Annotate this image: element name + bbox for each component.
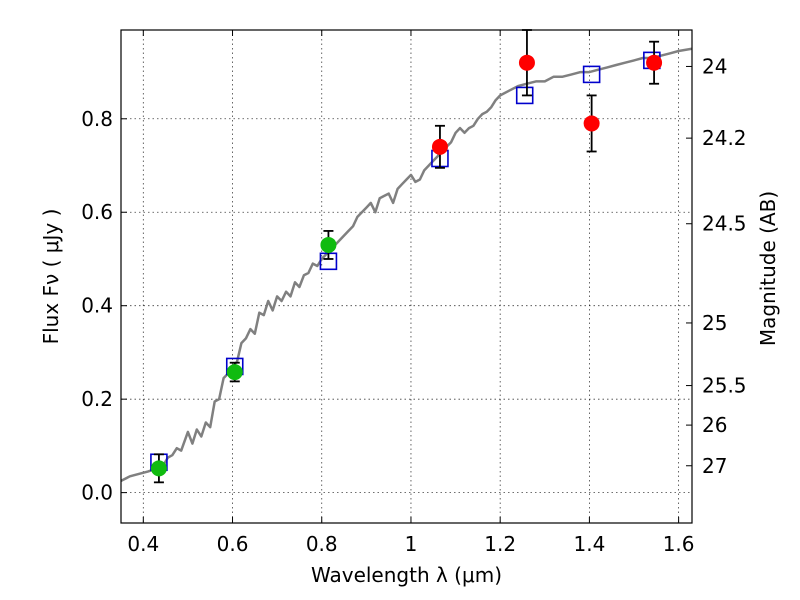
magnitude-tick-label: 27: [702, 454, 727, 478]
right-axis-label: Magnitude (AB): [756, 191, 780, 346]
x-tick-label: 1: [405, 532, 418, 556]
x-tick-label: 1.2: [484, 532, 516, 556]
model-photometry-square: [515, 86, 534, 105]
magnitude-tick-label: 25.5: [702, 374, 747, 398]
observation-point: [320, 236, 337, 253]
magnitude-tick-label: 24: [702, 54, 727, 78]
observation-point: [431, 138, 448, 155]
y-tick-label: 0.6: [81, 200, 113, 224]
magnitude-tick-label: 24.5: [702, 212, 747, 236]
x-tick-label: 1.6: [663, 532, 695, 556]
x-tick-label: 0.4: [127, 532, 159, 556]
model-photometry-layer: [150, 51, 661, 472]
plot-frame: [120, 29, 693, 524]
magnitude-tick-label: 25: [702, 311, 727, 335]
y-tick-label: 0.8: [81, 107, 113, 131]
magnitude-tick-label: 26: [702, 413, 727, 437]
axis-ticks: 0.4 0.6 0.8 1 1.2 1.4 1.6 0.0 0.2 0.4 0.6 0.8 24 24.2…: [81, 30, 747, 556]
x-axis-label: Wavelength λ (μm): [311, 563, 502, 587]
observation-point: [583, 115, 600, 132]
model-spectrum-line: [121, 47, 692, 483]
grid-lines: [121, 30, 692, 523]
y-tick-label: 0.2: [81, 387, 113, 411]
observation-point: [150, 460, 167, 477]
observation-point: [518, 54, 535, 71]
model-spectrum-layer: [121, 47, 692, 483]
error-bar-layer: [153, 29, 660, 484]
observation-point: [226, 364, 243, 381]
y-axis-label: Flux Fν ( μJy ): [39, 209, 63, 345]
y-tick-label: 0.0: [81, 481, 113, 505]
y-tick-label: 0.4: [81, 294, 113, 318]
observation-point: [646, 54, 663, 71]
observation-point-layer: [150, 54, 663, 477]
x-tick-label: 0.6: [217, 532, 249, 556]
x-tick-label: 1.4: [573, 532, 605, 556]
model-photometry-square: [582, 65, 601, 84]
magnitude-tick-label: 24.2: [702, 126, 747, 150]
x-tick-label: 0.8: [306, 532, 338, 556]
